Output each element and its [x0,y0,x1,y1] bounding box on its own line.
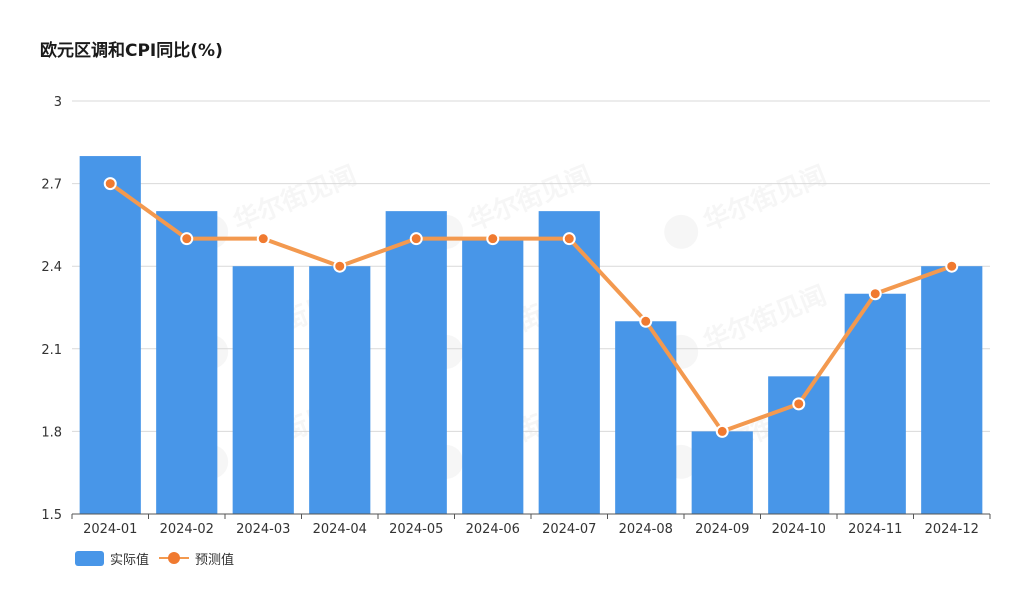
bar [156,211,218,514]
bar [385,211,447,514]
bar [921,266,983,514]
legend-line-swatch-icon [159,551,190,566]
watermark-logo-icon [664,214,699,249]
forecast-point [792,397,806,411]
x-tick-label: 2024-07 [542,522,596,537]
x-tick-label: 2024-12 [925,522,979,537]
bar [462,238,524,514]
y-tick-label: 2.7 [41,178,62,193]
x-tick-label: 2024-02 [160,522,214,537]
watermark-text: 华尔街见闻 [229,160,361,237]
legend-forecast-label: 预测值 [195,553,235,568]
forecast-point [256,232,270,246]
watermark-text: 华尔街见闻 [699,280,831,357]
y-tick-label: 1.8 [41,425,62,440]
forecast-line [108,181,954,434]
x-tick-label: 2024-05 [389,522,443,537]
line-layer [103,177,959,438]
forecast-point [180,232,194,246]
forecast-point [486,232,500,246]
x-tick-label: 2024-09 [695,522,749,537]
bar [309,266,371,514]
y-tick-label: 2.1 [41,343,62,358]
x-tick-label: 2024-04 [313,522,367,537]
bar [768,376,830,514]
forecast-point [715,424,729,438]
forecast-point [103,177,117,191]
y-tick-label: 3 [54,95,62,110]
bar [538,211,600,514]
watermark: 华尔街见闻 [664,160,831,249]
legend-bar-swatch-icon [75,551,104,566]
legend-item-forecast[interactable]: 预测值 [159,549,234,568]
chart-title: 欧元区调和CPI同比(%) [40,41,223,61]
forecast-point [639,314,653,328]
legend: 实际值 预测值 [75,549,244,568]
forecast-point [409,232,423,246]
x-tick-label: 2024-03 [236,522,290,537]
forecast-point [868,287,882,301]
bar [232,266,294,514]
legend-item-actual[interactable]: 实际值 [75,549,149,568]
forecast-point [562,232,576,246]
x-tick-label: 2024-06 [466,522,520,537]
bar [844,293,906,514]
legend-actual-label: 实际值 [110,553,150,568]
watermark-text: 华尔街见闻 [699,160,831,237]
x-tick-label: 2024-01 [83,522,137,537]
x-tick-label: 2024-10 [772,522,826,537]
watermark: 华尔街见闻 [664,280,831,369]
y-tick-label: 2.4 [41,260,62,275]
bar [79,156,141,515]
x-tick-label: 2024-08 [619,522,673,537]
bar [691,431,753,514]
y-tick-label: 1.5 [41,508,62,523]
axis-layer: 1.5 1.8 2.1 2.4 2.7 3 2024-01 2024-02 2024-03 202… [41,95,991,537]
bar-layer [79,156,983,515]
forecast-point [333,259,347,273]
x-tick-label: 2024-11 [848,522,902,537]
forecast-point [945,259,959,273]
